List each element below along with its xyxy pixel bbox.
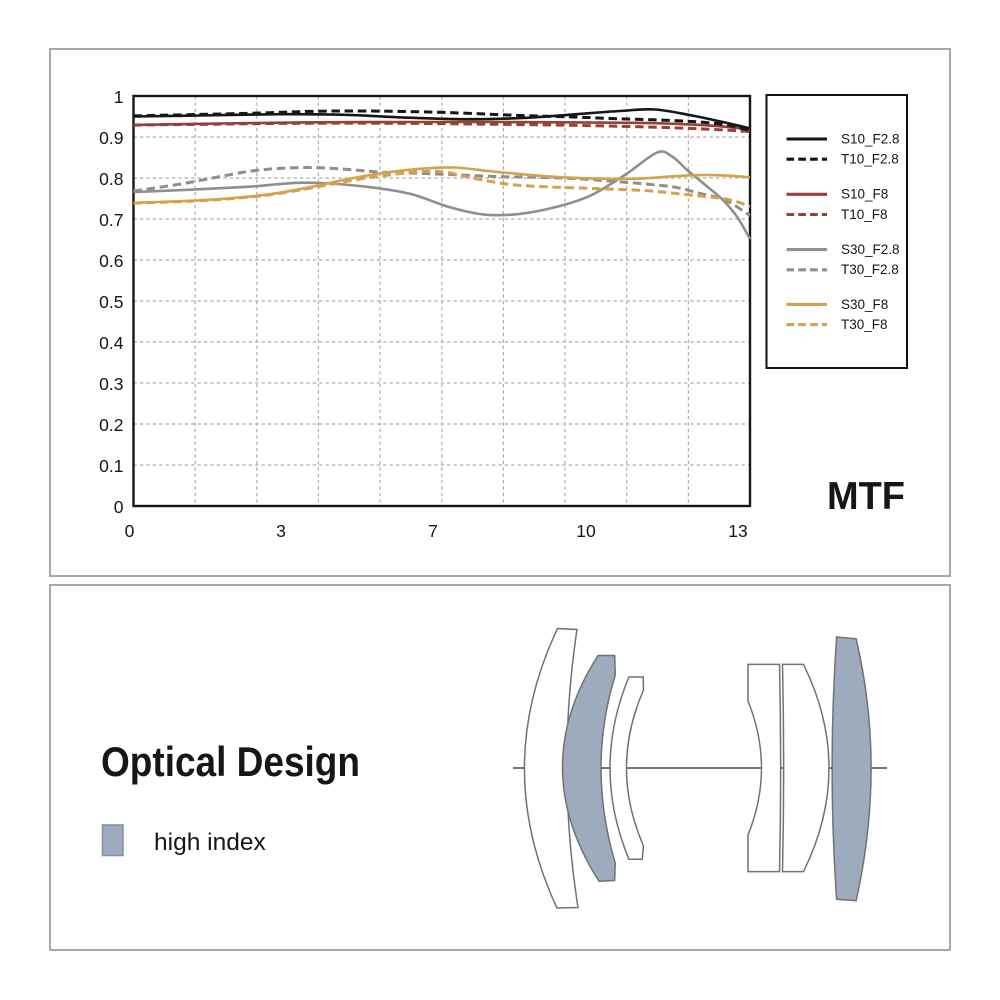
svg-text:S30_F8: S30_F8 [841, 297, 888, 312]
svg-text:MTF: MTF [827, 475, 905, 518]
svg-text:Optical Design: Optical Design [101, 738, 360, 785]
svg-text:T10_F2.8: T10_F2.8 [841, 152, 899, 167]
svg-text:T30_F8: T30_F8 [841, 317, 888, 332]
svg-text:13: 13 [728, 521, 747, 541]
svg-text:high index: high index [154, 829, 266, 856]
svg-text:0.8: 0.8 [99, 169, 123, 189]
svg-text:0.9: 0.9 [99, 128, 123, 148]
svg-text:S10_F8: S10_F8 [841, 187, 888, 202]
svg-text:S10_F2.8: S10_F2.8 [841, 131, 900, 146]
svg-text:0.5: 0.5 [99, 292, 123, 312]
svg-text:T30_F2.8: T30_F2.8 [841, 262, 899, 277]
svg-text:0: 0 [114, 497, 124, 517]
svg-text:1: 1 [114, 87, 124, 107]
svg-text:0.1: 0.1 [99, 456, 123, 476]
svg-text:0: 0 [125, 521, 135, 541]
svg-text:10: 10 [576, 521, 596, 541]
svg-text:0.2: 0.2 [99, 415, 123, 435]
svg-text:S30_F2.8: S30_F2.8 [841, 242, 900, 257]
svg-text:3: 3 [276, 521, 286, 541]
svg-text:0.6: 0.6 [99, 251, 123, 271]
svg-text:0.4: 0.4 [99, 333, 124, 353]
svg-text:T10_F8: T10_F8 [841, 207, 888, 222]
svg-text:0.3: 0.3 [99, 374, 123, 394]
svg-text:7: 7 [428, 521, 438, 541]
svg-text:0.7: 0.7 [99, 210, 123, 230]
